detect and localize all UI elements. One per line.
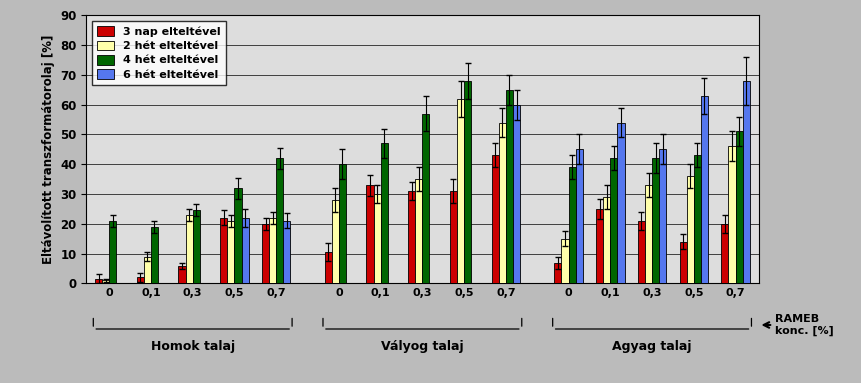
Bar [512, 105, 519, 283]
Bar [463, 81, 471, 283]
Text: Agyag talaj: Agyag talaj [611, 340, 691, 353]
Text: Vályog talaj: Vályog talaj [381, 340, 463, 353]
Bar [610, 158, 616, 283]
Bar [603, 197, 610, 283]
Bar [742, 81, 749, 283]
Bar [234, 188, 241, 283]
Bar [734, 131, 742, 283]
Bar [331, 200, 338, 283]
Bar [325, 252, 331, 283]
Bar [220, 218, 227, 283]
Bar [700, 96, 707, 283]
Bar [178, 265, 185, 283]
Bar [137, 277, 144, 283]
Bar [456, 99, 463, 283]
Bar [596, 209, 603, 283]
Bar [422, 114, 429, 283]
Bar [644, 185, 651, 283]
Bar [366, 185, 373, 283]
Bar [102, 280, 109, 283]
Bar [241, 218, 248, 283]
Bar [505, 90, 512, 283]
Bar [491, 155, 499, 283]
Bar [728, 146, 734, 283]
Bar [151, 227, 158, 283]
Bar [637, 221, 644, 283]
Bar [283, 221, 290, 283]
Bar [561, 239, 568, 283]
Bar [659, 149, 666, 283]
Bar [449, 191, 456, 283]
Bar [276, 158, 283, 283]
Bar [693, 155, 700, 283]
Bar [185, 215, 193, 283]
Bar [616, 123, 623, 283]
Text: Homok talaj: Homok talaj [151, 340, 234, 353]
Bar [381, 143, 387, 283]
Bar [227, 221, 234, 283]
Bar [144, 257, 151, 283]
Bar [269, 218, 276, 283]
Legend: 3 nap elteltével, 2 hét elteltével, 4 hét elteltével, 6 hét elteltével: 3 nap elteltével, 2 hét elteltével, 4 hé… [91, 21, 226, 85]
Bar [408, 191, 415, 283]
Bar [193, 210, 200, 283]
Bar [373, 194, 381, 283]
Bar [95, 279, 102, 283]
Y-axis label: Eltávolított transzformátorolaj [%]: Eltávolított transzformátorolaj [%] [41, 35, 54, 264]
Bar [575, 149, 582, 283]
Bar [338, 164, 345, 283]
Text: RAMEB
konc. [%]: RAMEB konc. [%] [774, 314, 833, 336]
Bar [109, 221, 116, 283]
Bar [568, 167, 575, 283]
Bar [499, 123, 505, 283]
Bar [678, 242, 686, 283]
Bar [262, 224, 269, 283]
Bar [651, 158, 659, 283]
Bar [721, 224, 728, 283]
Bar [686, 176, 693, 283]
Bar [554, 263, 561, 283]
Bar [415, 179, 422, 283]
